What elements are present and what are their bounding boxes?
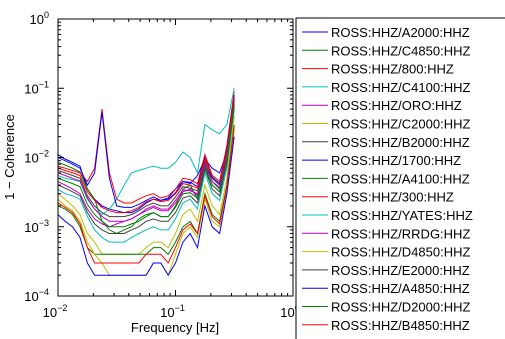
legend-entry: ROSS:HHZ/A4850:HHZ [302,281,470,296]
y-tick-label: 10−2 [24,149,49,166]
legend-label: ROSS:HHZ/B2000:HHZ [331,135,470,150]
series-line-3 [58,91,235,204]
legend-label: ROSS:HHZ/ORO:HHZ [331,98,462,113]
legend-label: ROSS:HHZ/800:HHZ [331,62,454,77]
legend-label: ROSS:HHZ/RRDG:HHZ [331,226,470,241]
series-line-10 [58,96,235,214]
series-line-7 [58,101,235,218]
legend-entry: ROSS:HHZ/C4850:HHZ [302,43,470,58]
legend-label: ROSS:HHZ/D2000:HHZ [331,300,470,315]
y-tick-label: 10−1 [24,79,49,96]
x-tick-label: 10−1 [160,303,185,320]
y-axis-label: 1 − Coherence [2,114,17,200]
series-line-11 [58,109,235,243]
y-tick-label: 10−3 [24,218,49,235]
series-line-8 [58,94,235,208]
legend-label: ROSS:HHZ/E2000:HHZ [331,263,470,278]
series-line-6 [58,115,235,255]
legend-entry: ROSS:HHZ/1700:HHZ [302,153,461,168]
legend-label: ROSS:HHZ/B4850:HHZ [331,318,470,333]
x-tick-label: 10−2 [43,303,68,320]
y-tick-label: 100 [30,10,49,27]
legend-entry: ROSS:HHZ/ORO:HHZ [302,98,462,113]
legend-label: ROSS:HHZ/C4100:HHZ [331,80,470,95]
series-line-4 [58,88,235,216]
legend-label: ROSS:HHZ/C4850:HHZ [331,43,470,58]
legend-label: ROSS:HHZ/300:HHZ [331,190,454,205]
series-line-17 [58,126,235,264]
legend-entry: ROSS:HHZ/B4850:HHZ [302,318,470,333]
legend-label: ROSS:HHZ/A4100:HHZ [331,171,470,186]
series-line-16 [58,103,235,228]
series-line-12 [58,103,235,222]
legend-entry: ROSS:HHZ/YATES:HHZ [302,208,473,223]
legend-entry: ROSS:HHZ/D2000:HHZ [302,300,470,315]
legend-entry: ROSS:HHZ/800:HHZ [302,62,454,77]
legend: ROSS:HHZ/A2000:HHZ ROSS:HHZ/C4850:HHZ ROSS… [295,17,505,339]
legend-entry: ROSS:HHZ/D4850:HHZ [302,245,470,260]
legend-label: ROSS:HHZ/C2000:HHZ [331,117,470,132]
legend-label: ROSS:HHZ/A2000:HHZ [331,25,470,40]
legend-box [295,17,505,339]
y-tick-label: 10−4 [24,287,49,304]
legend-entry: ROSS:HHZ/C2000:HHZ [302,117,470,132]
legend-entry: ROSS:HHZ/RRDG:HHZ [302,226,470,241]
legend-label: ROSS:HHZ/D4850:HHZ [331,245,470,260]
legend-entry: ROSS:HHZ/300:HHZ [302,190,454,205]
series-layer [58,88,235,277]
legend-label: ROSS:HHZ/1700:HHZ [331,153,461,168]
legend-entry: ROSS:HHZ/B2000:HHZ [302,135,470,150]
legend-entry: ROSS:HHZ/E2000:HHZ [302,263,470,278]
legend-entry: ROSS:HHZ/C4100:HHZ [302,80,470,95]
x-axis-label: Frequency [Hz] [131,320,219,335]
legend-entry: ROSS:HHZ/A2000:HHZ [302,25,470,40]
legend-entry: ROSS:HHZ/A4100:HHZ [302,171,470,186]
legend-label: ROSS:HHZ/YATES:HHZ [331,208,473,223]
legend-label: ROSS:HHZ/A4850:HHZ [331,281,470,296]
series-line-15 [58,136,235,277]
